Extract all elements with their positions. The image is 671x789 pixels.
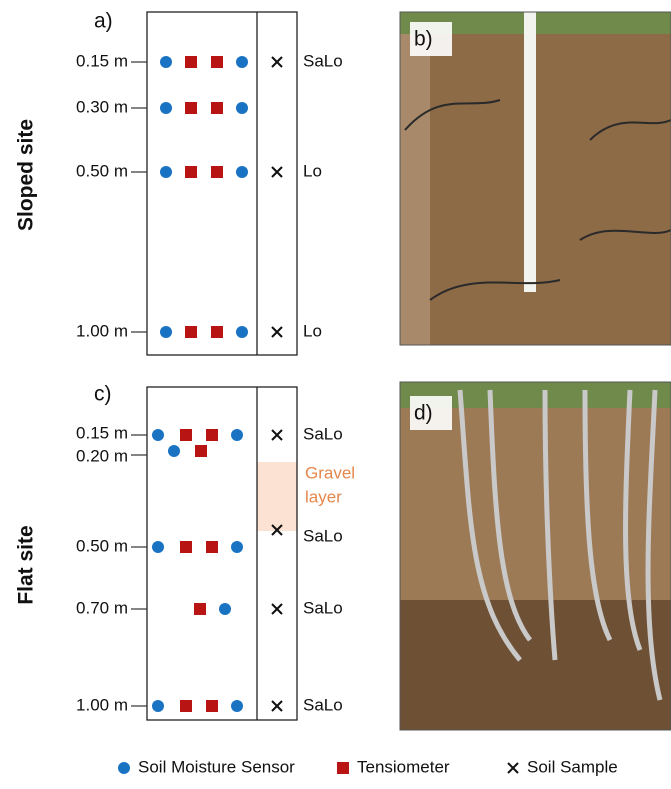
legend-label: Soil Moisture Sensor bbox=[138, 757, 295, 776]
site-label: Sloped site bbox=[15, 119, 38, 231]
soil-label: Lo bbox=[303, 161, 322, 180]
depth-row: 0.20 m bbox=[76, 445, 207, 465]
soil-label: SaLo bbox=[303, 51, 343, 70]
depth-label: 0.15 m bbox=[76, 423, 128, 442]
depth-row: 0.30 m bbox=[76, 97, 248, 116]
legend-label: Soil Sample bbox=[527, 757, 618, 776]
soil-label: SaLo bbox=[303, 424, 343, 443]
soil-label: SaLo bbox=[303, 695, 343, 714]
photo bbox=[399, 11, 671, 346]
soil-label: SaLo bbox=[303, 526, 343, 545]
depth-row: 0.15 m SaLo bbox=[76, 51, 343, 70]
depth-label: 0.50 m bbox=[76, 161, 128, 180]
depth-row: 0.15 m SaLo bbox=[76, 423, 343, 443]
depth-label: 1.00 m bbox=[76, 321, 128, 340]
depth-label: 0.70 m bbox=[76, 598, 128, 617]
panel-label: d) bbox=[414, 402, 433, 425]
depth-label: 0.50 m bbox=[76, 536, 128, 555]
profile-c bbox=[146, 386, 298, 721]
depth-row: 0.50 m bbox=[76, 536, 243, 555]
depth-row: 0.50 m Lo bbox=[76, 161, 322, 180]
panel-label: b) bbox=[414, 28, 433, 51]
gravel-label: Gravel bbox=[305, 463, 355, 482]
gravel-label: layer bbox=[305, 487, 342, 506]
site-label: Flat site bbox=[15, 525, 38, 604]
panel-label: c) bbox=[94, 383, 112, 406]
photo bbox=[399, 381, 671, 731]
profile-a bbox=[146, 11, 298, 356]
depth-row: 1.00 m Lo bbox=[76, 321, 322, 340]
panel-label: a) bbox=[94, 10, 113, 33]
depth-label: 0.30 m bbox=[76, 97, 128, 116]
depth-label: 0.20 m bbox=[76, 446, 128, 465]
legend: Soil Moisture Sensor Tensiometer Soil Sa… bbox=[118, 757, 618, 776]
depth-row: 0.70 m SaLo bbox=[76, 598, 343, 617]
depth-label: 0.15 m bbox=[76, 51, 128, 70]
legend-label: Tensiometer bbox=[357, 757, 450, 776]
depth-row: 1.00 m SaLo bbox=[76, 695, 343, 714]
soil-label: Lo bbox=[303, 321, 322, 340]
depth-label: 1.00 m bbox=[76, 695, 128, 714]
soil-label: SaLo bbox=[303, 598, 343, 617]
